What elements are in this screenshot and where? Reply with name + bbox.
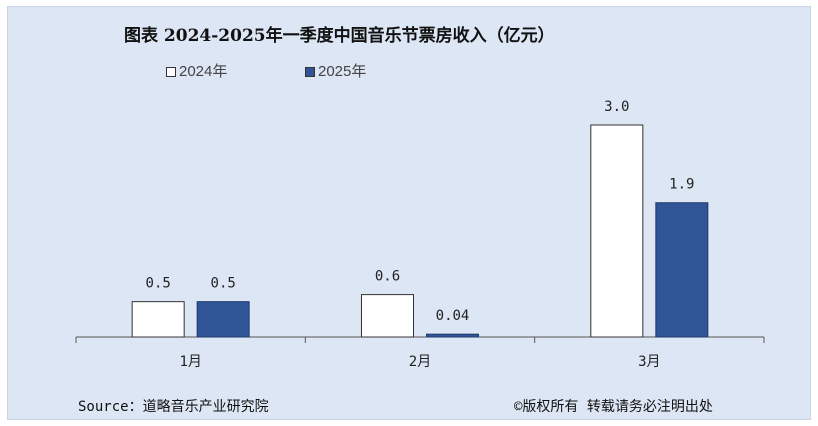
bar-2025-2 [426,333,479,338]
bar-2024-3 [590,124,644,338]
chart-title: 图表 2024-2025年一季度中国音乐节票房收入（亿元） [124,26,555,46]
x-tick-label: 3月 [638,354,660,370]
footer-copyright: ©版权所有 转载请务必注明出处 [514,399,713,415]
legend-item-2024: 2024年 [166,60,227,81]
legend-swatch-2024 [166,67,176,77]
legend-item-2025: 2025年 [305,60,366,81]
bar-2025-3 [655,202,709,338]
data-label-2024-1: 0.5 [146,276,171,292]
bar-2024-2 [361,294,414,338]
legend-label-2024: 2024年 [179,63,228,80]
legend-label-2025: 2025年 [318,63,367,80]
chart-frame: 图表 2024-2025年一季度中国音乐节票房收入（亿元） 2024年 2025… [7,6,811,420]
data-label-2025-2: 0.04 [436,308,470,324]
legend-swatch-2025 [305,67,315,77]
footer-source: Source：道略音乐产业研究院 [78,399,269,415]
data-label-2024-2: 0.6 [375,269,400,285]
x-tick-label: 2月 [409,354,431,370]
chart-plot: 0.5 0.5 1月 0.6 0.04 2月 3.0 1.9 3月 [75,99,765,370]
data-label-2025-3: 1.9 [669,177,694,193]
data-label-2024-3: 3.0 [604,99,629,115]
x-tick-label: 1月 [179,354,201,370]
bar-2025-1 [196,301,250,338]
data-label-2025-1: 0.5 [211,276,236,292]
bar-2024-1 [131,301,185,338]
